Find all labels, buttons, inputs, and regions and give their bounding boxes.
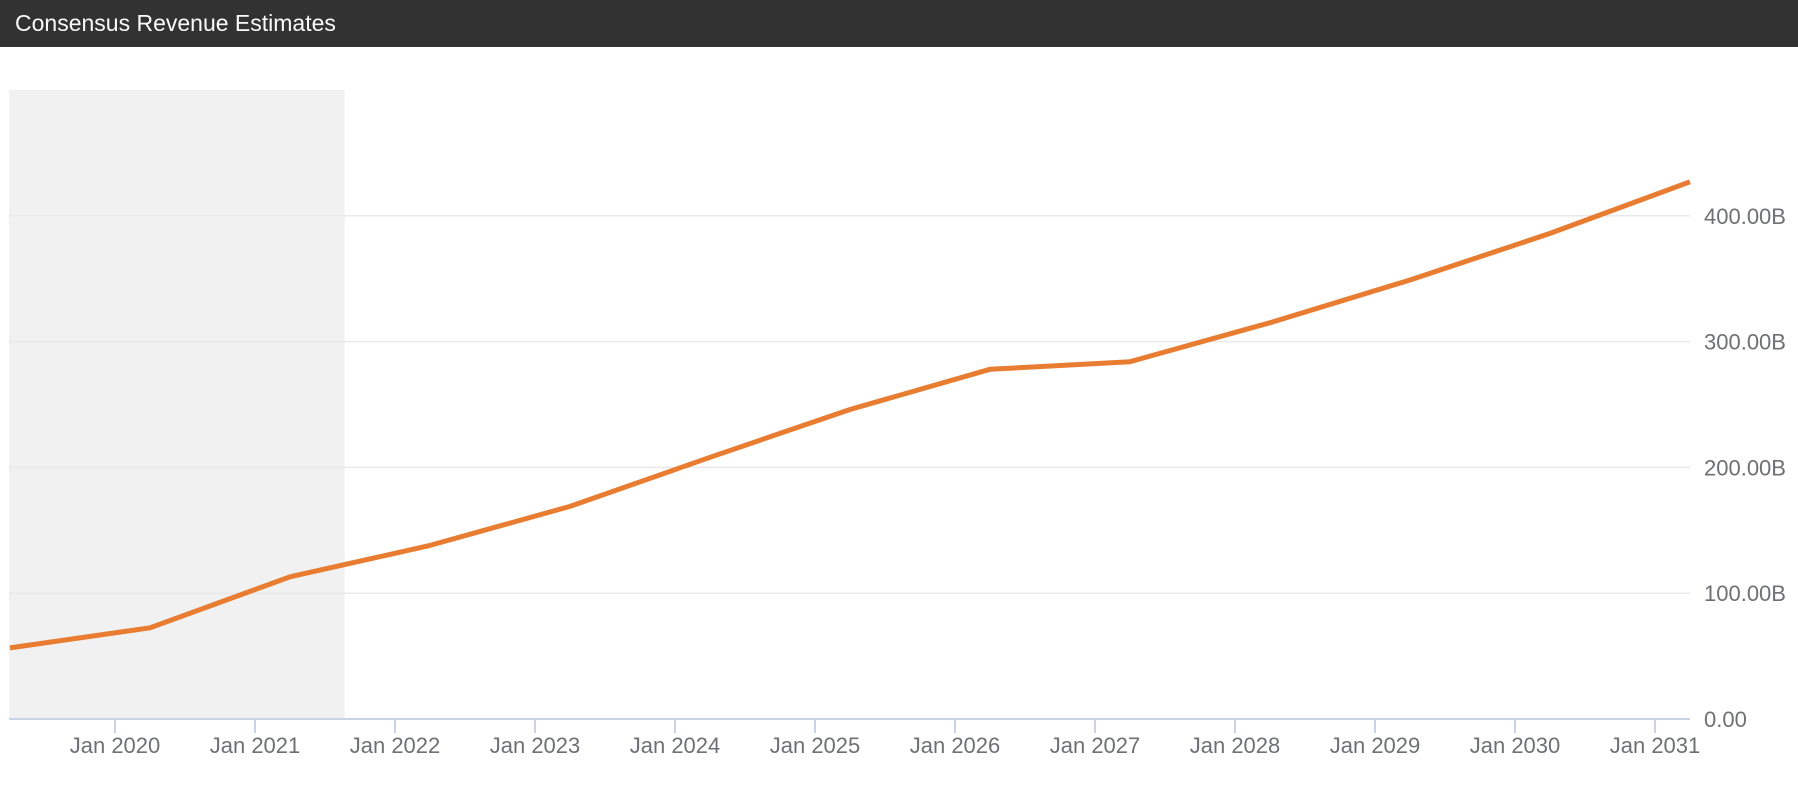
x-tick-label: Jan 2028 (1190, 733, 1281, 758)
x-tick-label: Jan 2026 (910, 733, 1001, 758)
x-tick-label: Jan 2020 (70, 733, 161, 758)
y-axis-label: 100.00B (1704, 581, 1786, 606)
panel-header: Consensus Revenue Estimates (0, 0, 1798, 47)
y-axis-label: 400.00B (1704, 204, 1786, 229)
panel-title: Consensus Revenue Estimates (15, 10, 336, 36)
y-axis-label: 300.00B (1704, 330, 1786, 355)
x-tick-label: Jan 2029 (1330, 733, 1421, 758)
revenue-estimate-line[interactable] (9, 179, 1691, 651)
x-tick-label: Jan 2031 (1610, 733, 1701, 758)
x-tick-label: Jan 2030 (1470, 733, 1561, 758)
x-tick-label: Jan 2025 (770, 733, 861, 758)
y-axis-label: 0.00 (1704, 707, 1747, 732)
x-tick-label: Jan 2027 (1050, 733, 1141, 758)
x-tick-label: Jan 2022 (350, 733, 441, 758)
y-axis-label: 200.00B (1704, 455, 1786, 480)
x-tick-label: Jan 2023 (490, 733, 581, 758)
historical-region (9, 90, 345, 719)
x-tick-label: Jan 2024 (630, 733, 721, 758)
x-tick-label: Jan 2021 (210, 733, 301, 758)
